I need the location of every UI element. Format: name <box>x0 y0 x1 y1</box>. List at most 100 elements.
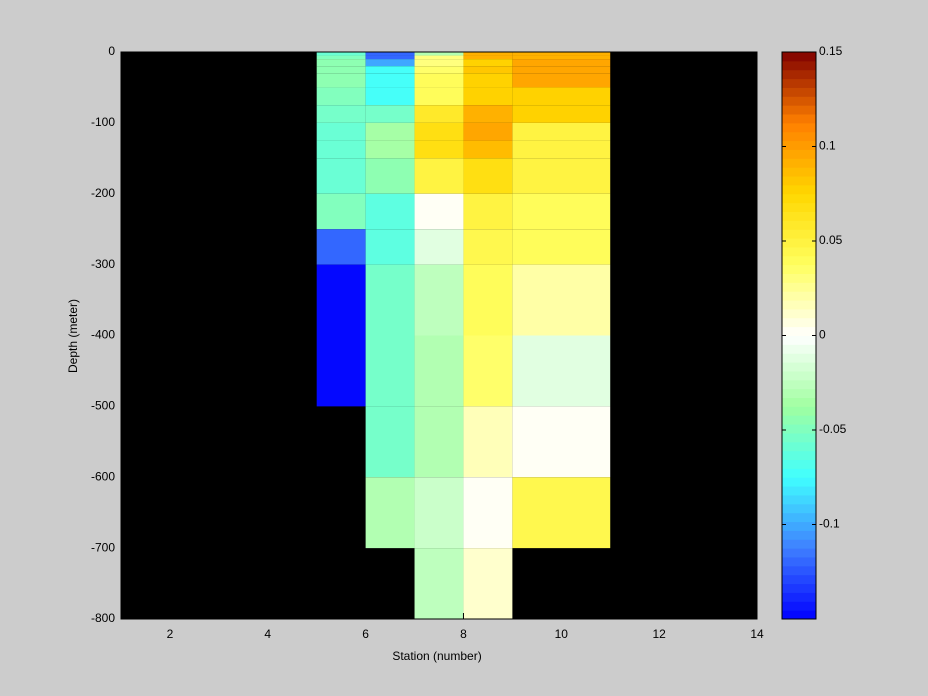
colorbar-band <box>782 406 816 416</box>
colorbar-band <box>782 78 816 88</box>
heatmap-cell <box>365 105 415 123</box>
heatmap-cell <box>414 548 464 619</box>
heatmap-cell <box>365 193 415 230</box>
colorbar-band <box>782 131 816 142</box>
colorbar-band <box>782 202 816 212</box>
x-tick-label: 14 <box>750 627 764 641</box>
colorbar-band <box>782 565 816 576</box>
colorbar-tick-label: -0.05 <box>819 422 847 436</box>
heatmap-cell <box>414 140 464 159</box>
heatmap-cell <box>414 105 464 123</box>
heatmap-cell <box>512 229 611 265</box>
colorbar-band <box>782 326 816 336</box>
colorbar-band <box>782 441 816 452</box>
heatmap-cell <box>463 140 513 159</box>
heatmap-cell <box>463 73 513 88</box>
colorbar-band <box>782 494 816 505</box>
heatmap-cell <box>365 477 415 549</box>
colorbar-band <box>782 300 816 310</box>
colorbar-band <box>782 556 816 567</box>
colorbar-band <box>782 87 816 97</box>
y-tick-label: -300 <box>91 257 115 271</box>
colorbar-band <box>782 176 816 186</box>
heatmap-cell <box>316 52 366 56</box>
colorbar-band <box>782 122 816 133</box>
colorbar-band <box>782 601 816 611</box>
colorbar-band <box>782 362 816 372</box>
heatmap-cell <box>512 477 611 549</box>
heatmap-cell <box>512 335 611 407</box>
heatmap-cell <box>316 264 366 336</box>
colorbar-band <box>782 96 816 106</box>
heatmap-cell <box>316 66 366 74</box>
colorbar-band <box>782 486 816 496</box>
heatmap-cell <box>512 264 611 336</box>
x-tick-label: 12 <box>652 627 666 641</box>
colorbar-tick-label: 0.1 <box>819 139 836 153</box>
heatmap-cell <box>365 229 415 265</box>
heatmap-cell <box>463 335 513 407</box>
colorbar-band <box>782 468 816 478</box>
colorbar-band <box>782 140 816 150</box>
heatmap-cell <box>365 158 415 194</box>
y-axis-label: Depth (meter) <box>66 299 80 373</box>
heatmap-cell <box>463 122 513 141</box>
heatmap-cell <box>512 66 611 74</box>
heatmap-cell <box>463 59 513 67</box>
colorbar-band <box>782 530 816 540</box>
x-tick-label: 8 <box>460 627 467 641</box>
heatmap-cell <box>414 264 464 336</box>
heatmap-cell <box>463 158 513 194</box>
heatmap-cell <box>463 105 513 123</box>
heatmap-cell <box>365 122 415 141</box>
colorbar-band <box>782 193 816 204</box>
colorbar-band <box>782 592 816 602</box>
heatmap-cell <box>512 73 611 88</box>
heatmap-cell <box>414 229 464 265</box>
y-tick-label: -400 <box>91 328 115 342</box>
y-tick-label: -700 <box>91 540 115 554</box>
heatmap-cell <box>512 105 611 123</box>
heatmap-cell <box>414 193 464 230</box>
heatmap-cell <box>512 52 611 56</box>
colorbar-band <box>782 379 816 390</box>
heatmap-cell <box>316 55 366 60</box>
heatmap-cell <box>463 87 513 106</box>
heatmap-cell <box>316 73 366 88</box>
colorbar-band <box>782 255 816 266</box>
x-tick-label: 4 <box>264 627 271 641</box>
heatmap-cell <box>512 406 611 478</box>
heatmap-cell <box>316 158 366 194</box>
heatmap-cell <box>463 406 513 478</box>
colorbar-tick-label: 0.05 <box>819 233 843 247</box>
colorbar-band <box>782 60 816 71</box>
colorbar-band <box>782 424 816 434</box>
heatmap-cell <box>365 264 415 336</box>
heatmap-cell <box>463 548 513 619</box>
heatmap-cell <box>316 122 366 141</box>
colorbar-band <box>782 291 816 301</box>
heatmap-cell <box>365 73 415 88</box>
colorbar-band <box>782 282 816 292</box>
y-tick-label: -600 <box>91 469 115 483</box>
colorbar-band <box>782 211 816 221</box>
heatmap-cell <box>463 55 513 60</box>
y-tick-label: -200 <box>91 186 115 200</box>
heatmap-cell <box>463 229 513 265</box>
colorbar-band <box>782 353 816 363</box>
heatmap-cell <box>365 140 415 159</box>
colorbar-band <box>782 264 816 274</box>
heatmap-cell <box>512 59 611 67</box>
heatmap-cell <box>365 66 415 74</box>
colorbar-band <box>782 521 816 531</box>
heatmap-cell <box>414 87 464 106</box>
heatmap-cell <box>414 477 464 549</box>
heatmap-cell <box>316 229 366 265</box>
colorbar-band <box>782 388 816 399</box>
colorbar-tick-label: -0.1 <box>819 517 840 531</box>
colorbar-band <box>782 574 816 585</box>
colorbar-band <box>782 238 816 248</box>
colorbar-band <box>782 273 816 283</box>
colorbar-band <box>782 69 816 80</box>
